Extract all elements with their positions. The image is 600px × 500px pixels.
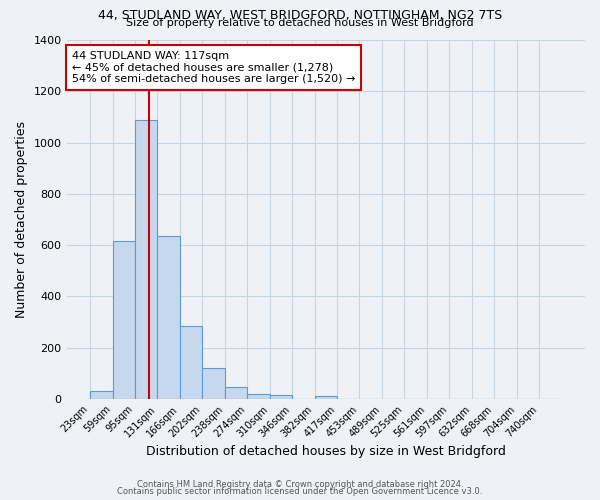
Text: Contains public sector information licensed under the Open Government Licence v3: Contains public sector information licen… [118, 487, 482, 496]
Bar [225, 387, 247, 399]
Bar [269, 395, 292, 399]
Bar [90, 392, 113, 399]
Text: 44 STUDLAND WAY: 117sqm
← 45% of detached houses are smaller (1,278)
54% of semi: 44 STUDLAND WAY: 117sqm ← 45% of detache… [72, 51, 355, 84]
X-axis label: Distribution of detached houses by size in West Bridgford: Distribution of detached houses by size … [146, 444, 506, 458]
Bar [247, 394, 269, 399]
Bar [135, 120, 157, 399]
Text: 44, STUDLAND WAY, WEST BRIDGFORD, NOTTINGHAM, NG2 7TS: 44, STUDLAND WAY, WEST BRIDGFORD, NOTTIN… [98, 9, 502, 22]
Bar [180, 326, 202, 399]
Bar [202, 368, 225, 399]
Bar [113, 242, 135, 399]
Bar [314, 396, 337, 399]
Bar [157, 236, 180, 399]
Text: Contains HM Land Registry data © Crown copyright and database right 2024.: Contains HM Land Registry data © Crown c… [137, 480, 463, 489]
Y-axis label: Number of detached properties: Number of detached properties [15, 121, 28, 318]
Text: Size of property relative to detached houses in West Bridgford: Size of property relative to detached ho… [126, 18, 474, 28]
